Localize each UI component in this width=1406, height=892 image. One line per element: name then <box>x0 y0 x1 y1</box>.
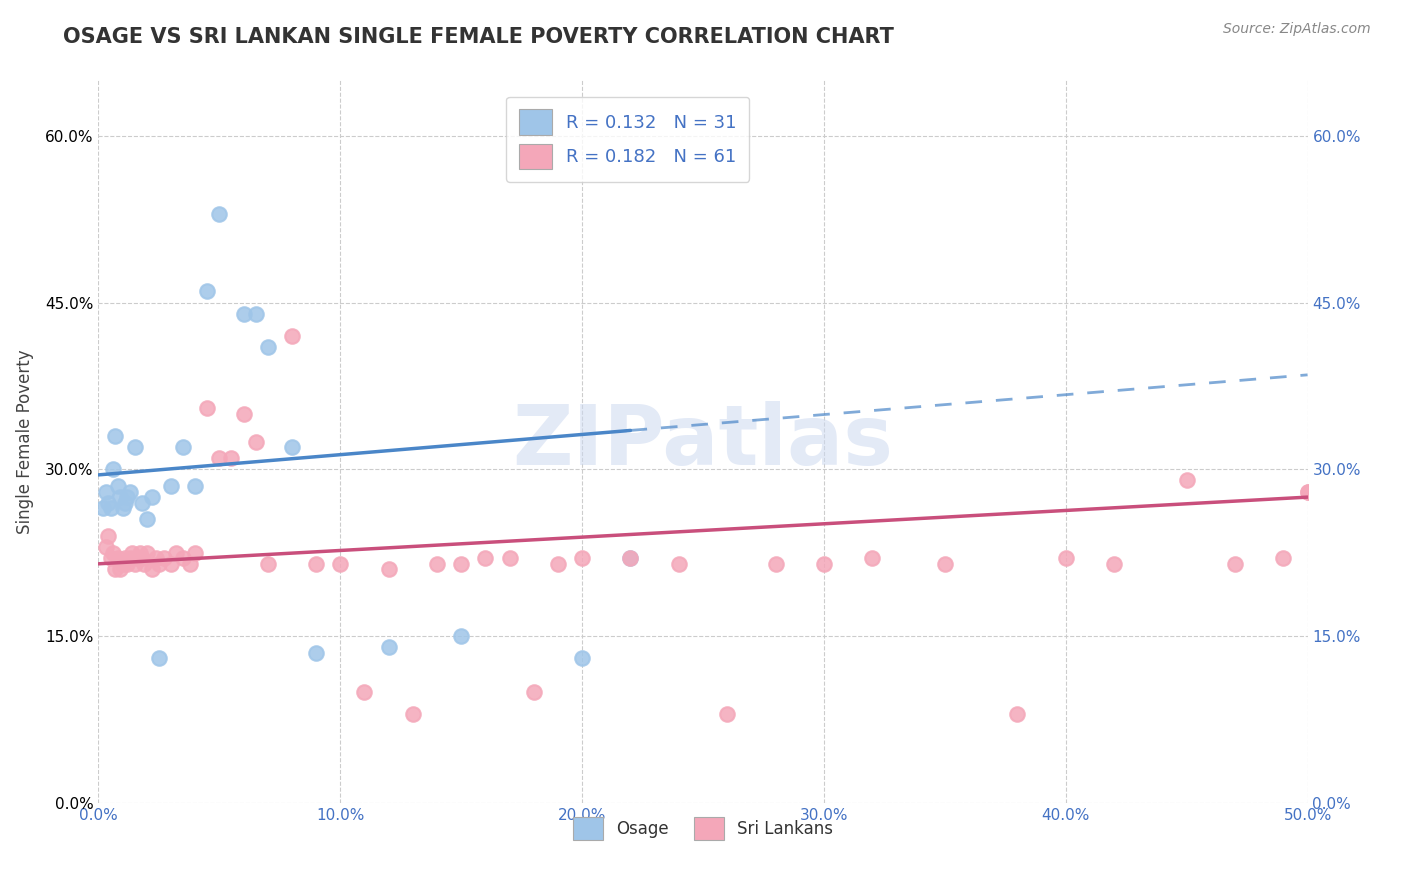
Legend: Osage, Sri Lankans: Osage, Sri Lankans <box>565 808 841 848</box>
Point <box>114 551 136 566</box>
Point <box>256 557 278 571</box>
Point <box>619 551 641 566</box>
Point <box>195 285 218 299</box>
Point <box>402 706 425 721</box>
Point <box>145 551 167 566</box>
Point <box>716 706 738 721</box>
Text: ZIPatlas: ZIPatlas <box>513 401 893 482</box>
Point <box>160 479 183 493</box>
Point <box>172 440 194 454</box>
Point <box>208 451 231 466</box>
Point <box>141 490 163 504</box>
Point <box>1007 706 1029 721</box>
Point <box>114 496 136 510</box>
Point <box>184 546 207 560</box>
Point <box>135 546 157 560</box>
Point <box>97 529 120 543</box>
Point <box>498 551 520 566</box>
Point <box>1296 484 1319 499</box>
Point <box>1054 551 1077 566</box>
Point <box>128 546 150 560</box>
Point <box>232 307 254 321</box>
Point <box>104 562 127 576</box>
Point <box>860 551 883 566</box>
Point <box>1175 474 1198 488</box>
Point <box>1272 551 1295 566</box>
Point <box>281 440 304 454</box>
Point <box>100 501 122 516</box>
Point <box>450 557 472 571</box>
Point <box>281 329 304 343</box>
Text: Source: ZipAtlas.com: Source: ZipAtlas.com <box>1223 22 1371 37</box>
Point <box>117 557 139 571</box>
Point <box>135 512 157 526</box>
Point <box>426 557 449 571</box>
Point <box>134 557 156 571</box>
Point <box>547 557 569 571</box>
Point <box>94 540 117 554</box>
Point <box>152 551 174 566</box>
Point <box>124 440 146 454</box>
Point <box>208 207 231 221</box>
Point <box>108 562 131 576</box>
Point <box>121 546 143 560</box>
Point <box>107 479 129 493</box>
Point <box>353 684 375 698</box>
Point <box>256 340 278 354</box>
Point <box>813 557 835 571</box>
Point <box>668 557 690 571</box>
Point <box>131 496 153 510</box>
Y-axis label: Single Female Poverty: Single Female Poverty <box>15 350 34 533</box>
Point <box>474 551 496 566</box>
Point <box>245 307 267 321</box>
Text: OSAGE VS SRI LANKAN SINGLE FEMALE POVERTY CORRELATION CHART: OSAGE VS SRI LANKAN SINGLE FEMALE POVERT… <box>63 27 894 46</box>
Point <box>97 496 120 510</box>
Point <box>179 557 201 571</box>
Point <box>523 684 546 698</box>
Point <box>165 546 187 560</box>
Point <box>377 640 399 655</box>
Point <box>245 434 267 449</box>
Point <box>1296 484 1319 499</box>
Point <box>571 651 593 665</box>
Point <box>118 484 141 499</box>
Point <box>305 557 328 571</box>
Point <box>111 501 134 516</box>
Point <box>1102 557 1125 571</box>
Point <box>124 557 146 571</box>
Point <box>160 557 183 571</box>
Point <box>107 551 129 566</box>
Point <box>377 562 399 576</box>
Point <box>450 629 472 643</box>
Point <box>184 479 207 493</box>
Point <box>141 562 163 576</box>
Point <box>1223 557 1246 571</box>
Point <box>765 557 787 571</box>
Point <box>127 551 149 566</box>
Point <box>101 462 124 476</box>
Point <box>117 490 139 504</box>
Point <box>94 484 117 499</box>
Point <box>571 551 593 566</box>
Point <box>619 551 641 566</box>
Point <box>108 490 131 504</box>
Point <box>131 551 153 566</box>
Point <box>221 451 243 466</box>
Point <box>305 646 328 660</box>
Point <box>101 546 124 560</box>
Point <box>934 557 956 571</box>
Point <box>91 501 114 516</box>
Point <box>104 429 127 443</box>
Point <box>148 557 170 571</box>
Point <box>172 551 194 566</box>
Point <box>111 557 134 571</box>
Point <box>329 557 352 571</box>
Point <box>195 401 218 416</box>
Point <box>100 551 122 566</box>
Point <box>118 551 141 566</box>
Point <box>232 407 254 421</box>
Point <box>148 651 170 665</box>
